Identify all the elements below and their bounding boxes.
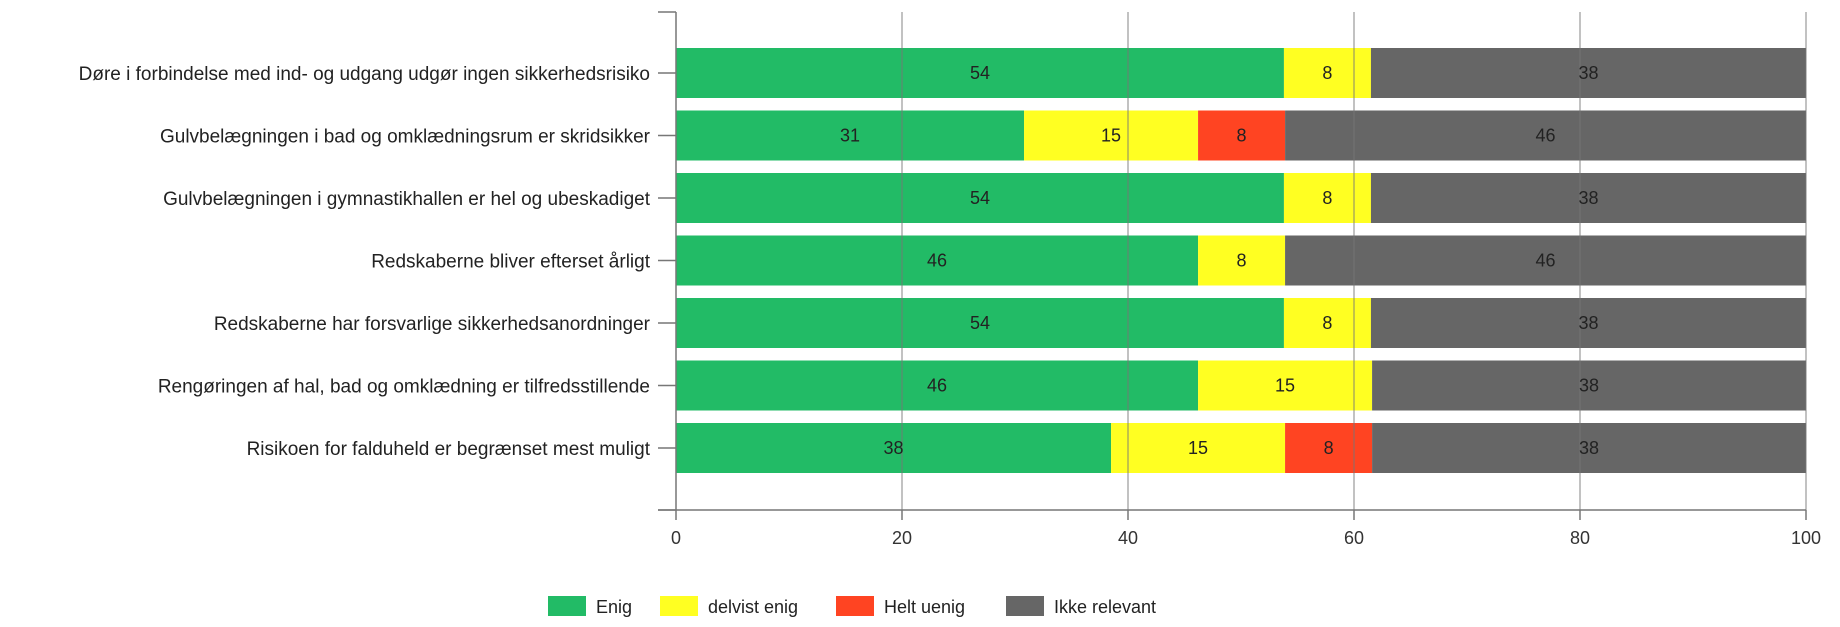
bar-value-label: 8 [1322, 188, 1332, 208]
bar-segment [1283, 48, 1371, 98]
bar-segment [676, 298, 1284, 348]
bar-segment [676, 48, 1284, 98]
x-tick-label: 100 [1791, 528, 1821, 548]
bar-segment [676, 423, 1112, 473]
x-tick-label: 40 [1118, 528, 1138, 548]
bar-segment [1285, 423, 1373, 473]
legend-label: Ikke relevant [1054, 597, 1156, 617]
legend-swatch [836, 596, 874, 616]
legend-label: Enig [596, 597, 632, 617]
bar-segment [1372, 423, 1806, 473]
x-tick-label: 20 [892, 528, 912, 548]
bar-value-label: 8 [1322, 63, 1332, 83]
bar-value-label: 54 [970, 63, 990, 83]
bar-segment [676, 173, 1284, 223]
bars [676, 48, 1806, 473]
bar-value-label: 38 [1579, 376, 1599, 396]
bar-segment [1370, 48, 1806, 98]
category-label: Rengøringen af hal, bad og omklædning er… [158, 377, 650, 398]
bar-segment [1198, 110, 1286, 161]
bar-value-label: 31 [840, 126, 860, 146]
legend-label: delvist enig [708, 597, 798, 617]
bar-segment [676, 110, 1025, 161]
category-label: Gulvbelægningen i bad og omklædningsrum … [160, 127, 651, 148]
bar-value-label: 54 [970, 188, 990, 208]
legend-swatch [1006, 596, 1044, 616]
legend-swatch [660, 596, 698, 616]
bar-value-label: 38 [1579, 438, 1599, 458]
labels: 54 8 38 31 15 8 46 54 8 38 46 8 46 54 8 38 46 15 38 38 15 8 38… [79, 63, 1821, 548]
category-label: Redskaberne har forsvarlige sikkerhedsan… [214, 314, 651, 335]
category-label: Risikoen for falduheld er begrænset mest… [247, 439, 651, 460]
bar-value-label: 15 [1101, 126, 1121, 146]
category-label: Redskaberne bliver efterset årligt [371, 252, 651, 273]
category-label: Gulvbelægningen i gymnastikhallen er hel… [163, 189, 651, 210]
bar-value-label: 38 [1578, 313, 1598, 333]
bar-segment [676, 235, 1199, 286]
bar-segment [1285, 235, 1806, 286]
bar-value-label: 15 [1275, 376, 1295, 396]
bar-value-label: 46 [927, 376, 947, 396]
bar-segment [1024, 110, 1199, 161]
bar-segment [1198, 360, 1373, 411]
x-tick-label: 60 [1344, 528, 1364, 548]
bar-value-label: 15 [1188, 438, 1208, 458]
bar-segment [1283, 298, 1371, 348]
bar-segment [1285, 110, 1806, 161]
bar-value-label: 38 [1578, 188, 1598, 208]
bar-segment [1198, 235, 1286, 286]
legend-label: Helt uenig [884, 597, 965, 617]
bar-value-label: 38 [1578, 63, 1598, 83]
legend: Enig delvist enig Helt uenig Ikke relevant [548, 596, 1156, 617]
bar-segment [1111, 423, 1286, 473]
bar-value-label: 46 [927, 251, 947, 271]
bar-segment [1370, 173, 1806, 223]
bar-value-label: 46 [1536, 251, 1556, 271]
x-tick-label: 0 [671, 528, 681, 548]
bar-value-label: 8 [1324, 438, 1334, 458]
bar-value-label: 8 [1237, 126, 1247, 146]
legend-swatch [548, 596, 586, 616]
bar-value-label: 8 [1237, 251, 1247, 271]
bar-value-label: 46 [1536, 126, 1556, 146]
axes [658, 11, 1807, 520]
bar-value-label: 38 [884, 438, 904, 458]
x-tick-label: 80 [1570, 528, 1590, 548]
bar-segment [676, 360, 1199, 411]
bar-value-label: 8 [1322, 313, 1332, 333]
bar-segment [1283, 173, 1371, 223]
bar-segment [1372, 360, 1806, 411]
bar-segment [1370, 298, 1806, 348]
category-label: Døre i forbindelse med ind- og udgang ud… [79, 64, 650, 85]
bar-value-label: 54 [970, 313, 990, 333]
